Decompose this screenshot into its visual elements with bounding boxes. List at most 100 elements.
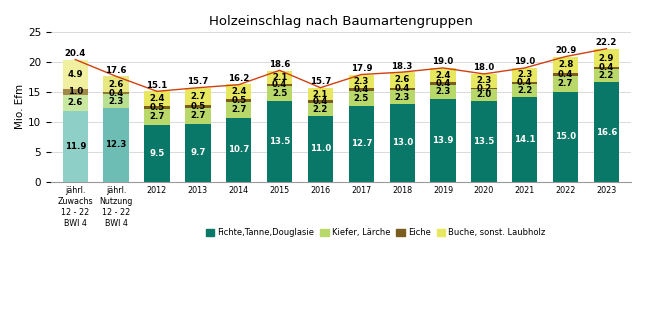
Text: 18.3: 18.3 xyxy=(391,62,413,71)
Y-axis label: Mio. Efm: Mio. Efm xyxy=(15,84,25,130)
Text: 0.4: 0.4 xyxy=(599,63,614,72)
Bar xyxy=(594,49,619,67)
Text: 17.9: 17.9 xyxy=(351,64,372,73)
Text: 2.3: 2.3 xyxy=(517,70,532,79)
Text: 2.7: 2.7 xyxy=(558,79,574,88)
Bar xyxy=(553,92,578,182)
Bar xyxy=(594,82,619,182)
Text: 2.2: 2.2 xyxy=(517,86,532,95)
Text: 2.2: 2.2 xyxy=(313,105,328,114)
Bar xyxy=(349,106,374,182)
Bar xyxy=(307,116,333,182)
Text: 15.0: 15.0 xyxy=(555,132,576,141)
Text: 2.1: 2.1 xyxy=(272,73,287,82)
Text: 2.7: 2.7 xyxy=(190,111,205,120)
Text: 2.8: 2.8 xyxy=(558,60,573,69)
Text: 4.9: 4.9 xyxy=(68,70,83,79)
Text: 19.0: 19.0 xyxy=(514,57,536,67)
Text: 13.0: 13.0 xyxy=(391,138,413,147)
Text: 0.2: 0.2 xyxy=(476,84,492,93)
Text: 15.7: 15.7 xyxy=(309,77,331,86)
Text: 16.6: 16.6 xyxy=(596,128,617,137)
Text: 0.5: 0.5 xyxy=(149,103,165,112)
Text: 11.9: 11.9 xyxy=(65,142,86,151)
Text: 2.3: 2.3 xyxy=(109,97,124,106)
Bar xyxy=(144,106,170,109)
Bar xyxy=(390,72,415,88)
Bar xyxy=(63,59,88,89)
Text: 9.5: 9.5 xyxy=(149,149,165,158)
Text: 15.7: 15.7 xyxy=(187,77,209,86)
Legend: Fichte,Tanne,Douglasie, Kiefer, Lärche, Eiche, Buche, sonst. Laubholz: Fichte,Tanne,Douglasie, Kiefer, Lärche, … xyxy=(202,225,549,241)
Text: 2.5: 2.5 xyxy=(353,94,369,103)
Text: 13.9: 13.9 xyxy=(432,136,453,145)
Text: 2.4: 2.4 xyxy=(149,94,165,103)
Text: 18.6: 18.6 xyxy=(269,60,290,69)
Title: Holzeinschlag nach Baumartengruppen: Holzeinschlag nach Baumartengruppen xyxy=(209,15,473,28)
Text: 2.5: 2.5 xyxy=(272,89,287,98)
Text: 11.0: 11.0 xyxy=(310,144,331,153)
Bar xyxy=(390,104,415,182)
Bar xyxy=(103,108,129,182)
Text: 0.4: 0.4 xyxy=(517,78,532,88)
Text: 2.6: 2.6 xyxy=(68,98,83,107)
Bar xyxy=(185,88,211,105)
Text: 1.0: 1.0 xyxy=(68,88,83,96)
Text: 0.4: 0.4 xyxy=(272,80,287,89)
Bar xyxy=(553,57,578,73)
Bar xyxy=(512,68,537,82)
Bar xyxy=(63,89,88,95)
Bar xyxy=(594,67,619,69)
Text: 2.7: 2.7 xyxy=(190,92,205,101)
Text: 0.4: 0.4 xyxy=(313,97,328,106)
Text: 22.2: 22.2 xyxy=(596,38,617,47)
Text: 0.4: 0.4 xyxy=(109,89,124,98)
Text: 20.9: 20.9 xyxy=(555,46,576,55)
Bar xyxy=(226,84,251,99)
Bar xyxy=(553,73,578,76)
Text: 2.3: 2.3 xyxy=(476,76,492,85)
Text: 16.2: 16.2 xyxy=(228,74,249,83)
Bar xyxy=(553,76,578,92)
Bar xyxy=(471,101,497,182)
Bar xyxy=(430,85,455,99)
Bar xyxy=(512,82,537,84)
Bar xyxy=(430,68,455,82)
Bar xyxy=(512,84,537,97)
Text: 12.3: 12.3 xyxy=(105,141,127,150)
Bar xyxy=(226,99,251,101)
Bar xyxy=(349,91,374,106)
Bar xyxy=(430,99,455,182)
Bar xyxy=(63,95,88,110)
Bar xyxy=(103,94,129,108)
Bar xyxy=(267,86,292,101)
Text: 0.5: 0.5 xyxy=(191,101,205,110)
Bar xyxy=(103,92,129,94)
Text: 0.4: 0.4 xyxy=(558,70,573,79)
Bar xyxy=(594,69,619,82)
Text: 2.1: 2.1 xyxy=(313,89,328,99)
Bar xyxy=(471,74,497,88)
Bar xyxy=(349,75,374,88)
Bar xyxy=(144,109,170,125)
Text: 13.5: 13.5 xyxy=(474,137,495,146)
Text: 0.5: 0.5 xyxy=(231,96,246,105)
Text: 2.9: 2.9 xyxy=(599,54,614,63)
Text: 20.4: 20.4 xyxy=(65,49,86,58)
Bar xyxy=(349,88,374,91)
Bar xyxy=(267,101,292,182)
Text: 2.6: 2.6 xyxy=(395,75,410,84)
Bar xyxy=(471,88,497,89)
Bar xyxy=(144,91,170,106)
Text: 0.4: 0.4 xyxy=(353,85,369,94)
Text: 17.6: 17.6 xyxy=(105,66,127,75)
Bar xyxy=(307,100,333,103)
Text: 9.7: 9.7 xyxy=(190,148,205,157)
Text: 2.7: 2.7 xyxy=(149,112,165,121)
Bar xyxy=(267,84,292,86)
Bar xyxy=(185,105,211,108)
Bar xyxy=(307,88,333,100)
Text: 0.4: 0.4 xyxy=(395,84,410,93)
Bar xyxy=(226,118,251,182)
Text: 15.1: 15.1 xyxy=(147,81,167,90)
